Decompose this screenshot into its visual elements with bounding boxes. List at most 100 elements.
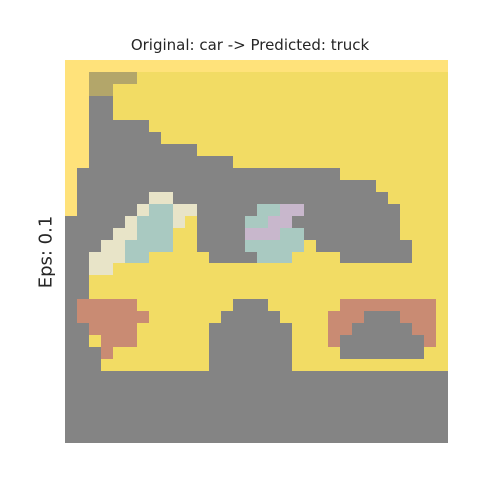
image-pixel [136, 71, 149, 84]
image-pixel [376, 275, 389, 288]
image-pixel [256, 383, 269, 396]
image-pixel [184, 431, 197, 443]
image-pixel [424, 131, 437, 144]
image-pixel [112, 239, 125, 252]
image-pixel [136, 419, 149, 432]
image-pixel [196, 71, 209, 84]
image-pixel [424, 287, 437, 300]
image-pixel [400, 275, 413, 288]
image-pixel [436, 251, 448, 264]
image-pixel [292, 179, 305, 192]
image-pixel [172, 407, 185, 420]
image-pixel [148, 299, 161, 312]
image-pixel [424, 347, 437, 360]
image-pixel [136, 311, 149, 324]
image-pixel [244, 95, 257, 108]
image-pixel [424, 95, 437, 108]
image-pixel [364, 239, 377, 252]
image-pixel [65, 83, 77, 96]
image-pixel [436, 287, 448, 300]
image-pixel [292, 119, 305, 132]
image-pixel [184, 359, 197, 372]
image-pixel [208, 131, 221, 144]
image-pixel [352, 275, 365, 288]
image-pixel [172, 60, 185, 72]
image-pixel [268, 431, 281, 443]
image-pixel [184, 83, 197, 96]
image-pixel [376, 191, 389, 204]
image-pixel [172, 215, 185, 228]
image-pixel [172, 335, 185, 348]
image-pixel [364, 107, 377, 120]
image-pixel [256, 131, 269, 144]
image-pixel [220, 60, 233, 72]
image-pixel [112, 335, 125, 348]
image-pixel [112, 107, 125, 120]
image-pixel [76, 191, 89, 204]
image-pixel [208, 383, 221, 396]
image-pixel [436, 359, 448, 372]
image-pixel [100, 83, 113, 96]
image-pixel [316, 167, 329, 180]
image-pixel [232, 239, 245, 252]
image-pixel [364, 311, 377, 324]
image-pixel [400, 431, 413, 443]
image-pixel [220, 395, 233, 408]
image-pixel [136, 131, 149, 144]
image-pixel [304, 359, 317, 372]
image-pixel [100, 407, 113, 420]
image-pixel [244, 323, 257, 336]
image-pixel [436, 335, 448, 348]
image-pixel [76, 371, 89, 384]
image-pixel [65, 431, 77, 443]
image-pixel [160, 383, 173, 396]
image-pixel [436, 60, 448, 72]
image-pixel [376, 347, 389, 360]
image-pixel [100, 335, 113, 348]
image-pixel [136, 119, 149, 132]
image-pixel [424, 179, 437, 192]
image-pixel [436, 239, 448, 252]
image-pixel [65, 263, 77, 276]
image-pixel [244, 335, 257, 348]
image-pixel [376, 179, 389, 192]
image-pixel [88, 275, 101, 288]
image-pixel [280, 95, 293, 108]
image-pixel [340, 359, 353, 372]
image-pixel [196, 131, 209, 144]
image-pixel [124, 95, 137, 108]
image-pixel [280, 311, 293, 324]
image-pixel [364, 71, 377, 84]
image-pixel [232, 407, 245, 420]
image-pixel [196, 323, 209, 336]
image-pixel [376, 239, 389, 252]
image-pixel [352, 179, 365, 192]
image-pixel [412, 227, 425, 240]
image-pixel [424, 299, 437, 312]
image-pixel [160, 359, 173, 372]
image-pixel [160, 191, 173, 204]
image-pixel [88, 167, 101, 180]
image-pixel [172, 383, 185, 396]
image-pixel [352, 71, 365, 84]
image-pixel [280, 71, 293, 84]
image-pixel [280, 83, 293, 96]
image-pixel [256, 227, 269, 240]
image-pixel [76, 395, 89, 408]
image-pixel [136, 239, 149, 252]
image-pixel [268, 143, 281, 156]
image-pixel [76, 287, 89, 300]
image-pixel [160, 71, 173, 84]
image-pixel [112, 60, 125, 72]
image-pixel [328, 431, 341, 443]
image-pixel [244, 119, 257, 132]
image-pixel [256, 119, 269, 132]
image-pixel [256, 60, 269, 72]
image-pixel [256, 83, 269, 96]
image-pixel [268, 371, 281, 384]
image-pixel [316, 203, 329, 216]
image-pixel [436, 371, 448, 384]
image-pixel [220, 191, 233, 204]
image-pixel [376, 143, 389, 156]
image-pixel [400, 347, 413, 360]
